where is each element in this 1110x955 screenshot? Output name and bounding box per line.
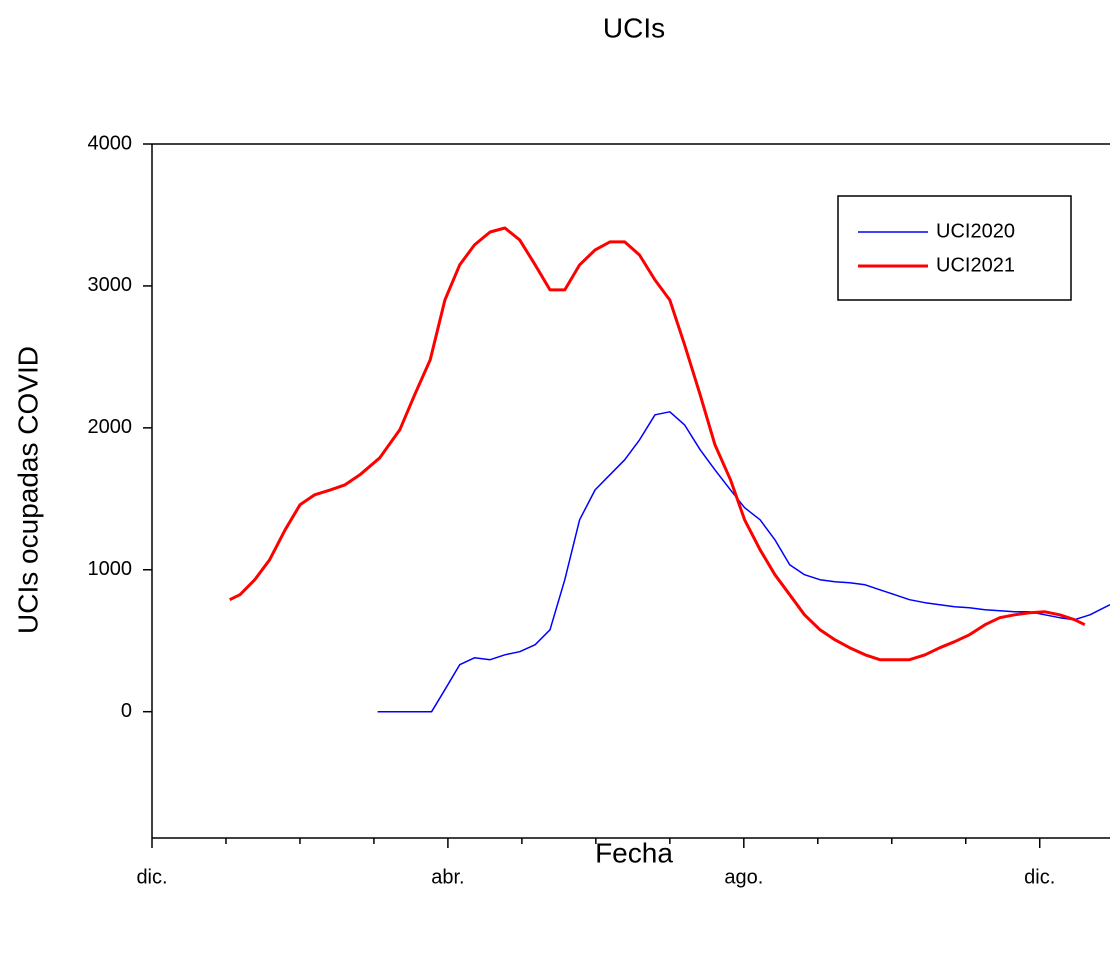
y-tick-label: 2000: [88, 416, 133, 438]
x-axis-label: Fecha: [595, 837, 673, 868]
chart-title: UCIs: [603, 12, 665, 43]
x-tick-label: dic.: [136, 866, 167, 888]
line-series: [229, 226, 1086, 662]
y-tick-label: 0: [121, 700, 132, 722]
y-axis-label: UCIs ocupadas COVID: [12, 346, 43, 634]
y-tick-label: 4000: [88, 132, 133, 154]
y-tick-label: 1000: [88, 558, 133, 580]
line-series: [377, 411, 1110, 713]
legend-box: [837, 195, 1072, 301]
legend-label: UCI2021: [936, 254, 1015, 276]
x-tick-label: dic.: [1024, 866, 1055, 888]
x-tick-label: abr.: [431, 866, 464, 888]
x-tick-label: ago.: [724, 866, 763, 888]
legend-label: UCI2020: [936, 220, 1015, 242]
y-tick-label: 3000: [88, 274, 133, 296]
